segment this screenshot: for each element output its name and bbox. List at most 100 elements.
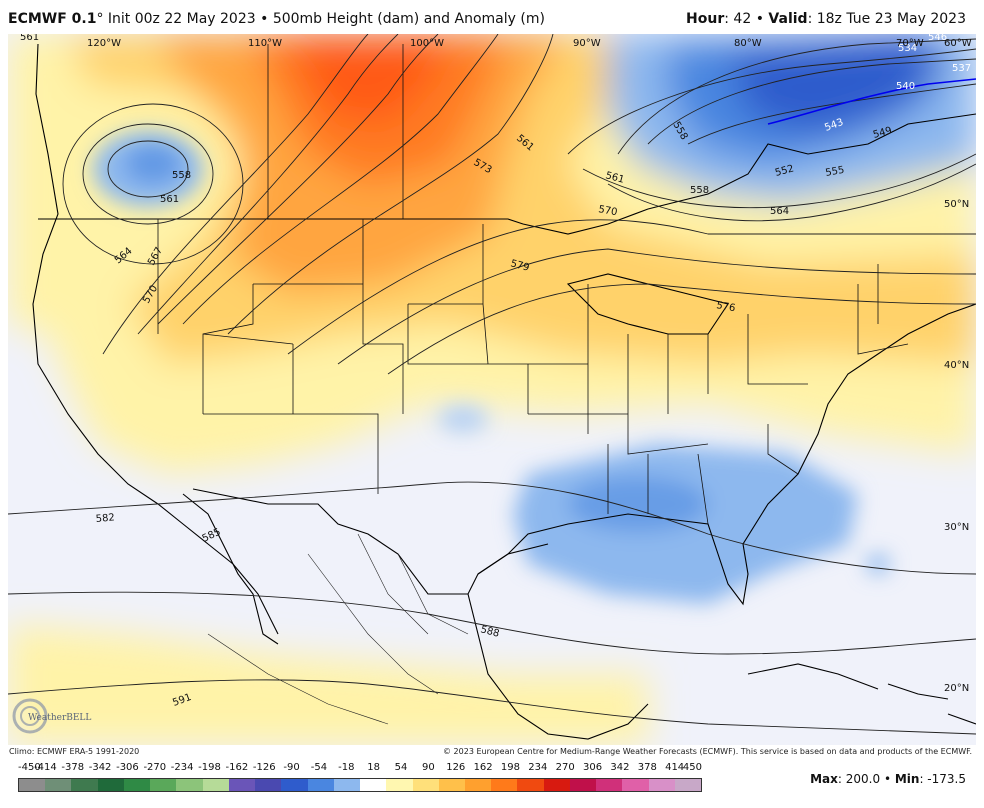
latitude-label: 40°N [944,360,969,371]
colorbar-swatch [491,779,518,791]
colorbar-swatch [45,779,72,791]
degree-mark: ° [96,11,104,27]
colorbar-swatch [543,779,570,791]
pacific-coastline [32,43,279,635]
colorbar-swatch [228,779,256,791]
colorbar-swatches [18,778,702,792]
valid-value: : 18z Tue 23 May 2023 [807,11,966,27]
contour-label: 558 [690,185,709,196]
colorbar-tick-label: -342 [88,762,112,773]
contour-label: 561 [604,170,625,186]
contour-label: 570 [597,204,618,218]
colorbar-swatch [255,779,282,791]
longitude-label: 100°W [410,38,444,49]
colorbar-swatch [674,779,702,791]
colorbar-tick-label: -414 [34,762,57,773]
contour-label: 555 [825,165,846,179]
contour-label: 540 [896,81,915,92]
copyright-note: © 2023 European Centre for Medium-Range … [443,747,972,756]
contour-label: 537 [952,63,971,74]
colorbar-tick-label: 306 [583,762,603,773]
contour-label: 576 [715,300,736,314]
contour-label: 561 [160,194,179,205]
max-value: : 200.0 [837,772,881,786]
title-separator: • [260,11,269,27]
longitude-label: 60°W [944,38,972,49]
hispaniola [887,683,949,700]
contour-label: 558 [172,170,191,181]
longitude-label: 90°W [573,38,601,49]
colorbar-ticks: -450 -414 -378 -342 -306 -270 -234 -198 -162 -126… [18,762,702,776]
colorbar-swatch [596,779,623,791]
colorbar-swatch [648,779,675,791]
colorbar-tick-label: 414 [665,762,685,773]
colorbar-tick-label: 270 [555,762,575,773]
valid-info: Hour: 42 • Valid: 18z Tue 23 May 2023 [686,11,966,27]
header: ECMWF 0.1° Init 00z 22 May 2023 • 500mb … [0,0,984,34]
colorbar-tick-label: 450 [682,762,702,773]
min-value: : -173.5 [919,772,966,786]
colorbar-tick-label: -126 [252,762,276,773]
colorbar-tick-label: 126 [446,762,466,773]
colorbar-swatch [307,779,334,791]
colorbar-tick-label: -18 [338,762,355,773]
max-label: Max [810,772,838,786]
max-min-stats: Max: 200.0 • Min: -173.5 [810,772,966,786]
contour-label: 564 [770,206,789,217]
colorbar-tick-label: -54 [310,762,328,773]
colorbar-swatch [622,779,649,791]
title: ECMWF 0.1° Init 00z 22 May 2023 • 500mb … [8,11,545,27]
height-contours [8,34,976,735]
colorbar-swatch [71,779,98,791]
stats-separator: • [883,772,892,786]
init-time: Init 00z 22 May 2023 [107,11,256,27]
colorbar-swatch [517,779,544,791]
colorbar-swatch [19,779,46,791]
colorbar-swatch [464,779,492,791]
hour-value: : 42 [724,11,752,27]
colorbar-tick-label: 378 [637,762,657,773]
colorbar-swatch [333,779,361,791]
colorbar-swatch [176,779,203,791]
colorbar-swatch [202,779,229,791]
colorbar-tick-label: -198 [198,762,221,773]
colorbar-swatch [150,779,177,791]
colorbar-tick-label: -90 [283,762,300,773]
colorbar-swatch [97,779,124,791]
colorbar-swatch [281,779,308,791]
logo-text: WeatherBELL [28,713,91,723]
540-contour [767,78,976,125]
colorbar-tick-label: -234 [170,762,194,773]
great-lakes [566,273,729,335]
model-name: ECMWF 0.1 [8,11,97,27]
colorbar-tick-label: 18 [367,762,381,773]
contour-label: 549 [872,125,893,141]
colorbar-swatch [123,779,151,791]
valid-separator: • [755,11,764,27]
contour-label: 534 [898,43,917,54]
colorbar-tick-label: -162 [225,762,249,773]
anomaly-shading [8,34,976,745]
colorbar-tick-label: 54 [394,762,408,773]
longitude-label: 110°W [248,38,282,49]
gulf-mexico-coast [467,593,649,740]
state-lines [157,44,909,525]
colorbar-tick-label: 162 [473,762,493,773]
mexico-states [207,533,469,725]
longitude-label: 80°W [734,38,762,49]
contour-label: 588 [479,624,500,640]
latitude-label: 50°N [944,199,969,210]
contour-label: 579 [509,258,530,274]
map-svg: 561 558 561 564 567 570 573 561 561 570 … [8,34,976,745]
valid-label: Valid [768,11,808,27]
caribbean-islands [947,713,976,725]
colorbar-tick-label: 342 [610,762,630,773]
contour-label: 582 [95,512,115,525]
climo-note: Climo: ECMWF ERA-5 1991-2020 [9,747,140,756]
weatherbell-logo: WeatherBELL [12,698,91,734]
colorbar-tick-label: -306 [116,762,139,773]
latitude-label: 20°N [944,683,969,694]
gulf-atlantic-coast [477,303,976,606]
contour-label: 546 [928,34,947,43]
